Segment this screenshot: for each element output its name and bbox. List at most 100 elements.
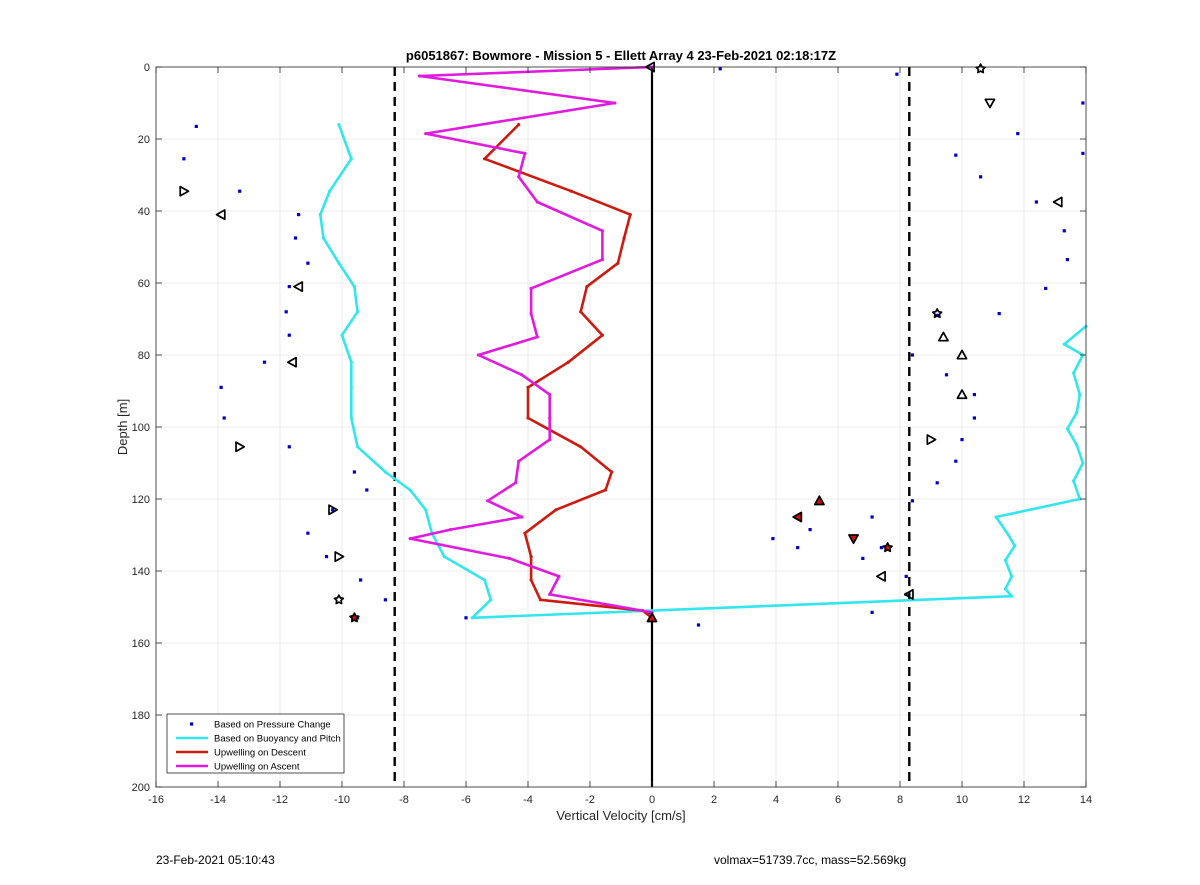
scatter-point	[1081, 151, 1085, 155]
scatter-point	[287, 333, 291, 337]
series-point	[616, 261, 620, 265]
scatter-point	[1062, 229, 1066, 233]
series-point	[483, 157, 487, 161]
x-tick-label: -6	[461, 794, 471, 806]
scatter-point	[182, 157, 186, 161]
series-point	[424, 132, 428, 136]
marker-triangle-right	[334, 551, 345, 563]
footer-timestamp: 23-Feb-2021 05:10:43	[156, 853, 275, 867]
y-tick-label: 0	[144, 62, 150, 74]
series-point	[994, 515, 998, 519]
x-tick-label: 2	[711, 794, 717, 806]
scatter-point	[718, 67, 722, 71]
scatter-point	[293, 236, 298, 240]
series-point	[1065, 427, 1069, 431]
series-point	[1010, 594, 1014, 598]
scatter-point	[696, 623, 701, 627]
scatter-point	[1044, 286, 1048, 290]
series-point	[526, 385, 530, 389]
series-point	[408, 488, 412, 492]
series-point	[1072, 371, 1076, 375]
series-point	[383, 470, 387, 474]
scatter-point	[331, 508, 335, 512]
series-2	[483, 123, 654, 620]
series-point	[337, 123, 341, 127]
series-point	[613, 101, 617, 105]
series-point	[600, 258, 605, 262]
reference-lines	[393, 67, 911, 787]
series-1	[318, 123, 1088, 620]
series-line	[318, 124, 1087, 620]
series-point	[566, 360, 570, 364]
series-point	[523, 151, 527, 155]
scatter-point	[222, 416, 226, 420]
scatter-point	[870, 515, 874, 519]
series-point	[603, 488, 608, 492]
series-point	[520, 515, 524, 519]
series-point	[442, 555, 446, 559]
series-point	[1078, 393, 1082, 397]
marker-triangle-left	[875, 570, 886, 582]
scatter-point	[287, 445, 291, 449]
scatter-point	[306, 261, 310, 265]
scatter-point	[262, 360, 267, 364]
x-tick-label: -4	[523, 794, 533, 806]
legend-entry-label: Based on Pressure Change	[214, 720, 331, 731]
y-tick-label: 180	[132, 710, 150, 722]
series-point	[355, 310, 360, 314]
series-point	[1010, 574, 1014, 579]
series-point	[1062, 342, 1066, 346]
scatter-point	[904, 574, 908, 578]
series-point	[622, 236, 626, 240]
series-point	[548, 438, 552, 442]
legend-entry-label: Upwelling on Descent	[214, 748, 306, 759]
series-point	[628, 213, 632, 217]
x-tick-label: 10	[956, 794, 968, 806]
series-point	[526, 416, 530, 420]
scatter-point	[297, 213, 301, 217]
x-tick-label: 6	[835, 794, 841, 806]
series-point	[483, 578, 487, 582]
scatter-point	[464, 616, 468, 620]
series-point	[349, 385, 353, 389]
series-3	[408, 65, 654, 615]
scatter-point	[359, 578, 363, 582]
scatter-point	[219, 385, 223, 389]
series-point	[349, 416, 353, 420]
marker-star	[931, 308, 943, 319]
scatter-point	[1034, 200, 1038, 204]
series-point	[1003, 587, 1008, 591]
scatter-point	[910, 353, 914, 357]
series-point	[600, 229, 605, 233]
scatter-point	[194, 124, 198, 128]
chart-title: p6051867: Bowmore - Mission 5 - Ellett A…	[406, 48, 836, 63]
x-tick-label: 12	[1018, 794, 1030, 806]
series-point	[1006, 533, 1011, 537]
series-point	[349, 360, 353, 364]
marker-star	[882, 542, 893, 553]
series-point	[424, 508, 428, 512]
scatter-point	[979, 175, 983, 179]
series-point	[554, 508, 558, 512]
scatter-point	[284, 310, 288, 314]
marker-star	[975, 63, 986, 74]
x-tick-label: 4	[773, 794, 779, 806]
y-tick-label: 60	[138, 278, 150, 290]
scatter-point	[808, 528, 812, 532]
x-tick-label: -2	[585, 794, 595, 806]
marker-triangle-left	[286, 356, 297, 368]
series-point	[557, 574, 561, 579]
scatter-point	[352, 470, 356, 474]
x-axis-ticks: -16 -14 -12 -10 -8 -6 -4 -2 0 2 4 6 8 10 12 14	[148, 67, 1092, 806]
y-tick-label: 20	[138, 134, 150, 146]
series-point	[529, 555, 533, 559]
scatter-point	[960, 438, 964, 442]
scatter-point	[1016, 132, 1020, 136]
scatter-point	[870, 610, 874, 614]
y-tick-label: 200	[132, 782, 150, 794]
series-point	[352, 285, 356, 289]
series-point	[408, 537, 412, 541]
series-point	[529, 312, 533, 316]
marker-triangle-up	[956, 349, 968, 360]
x-axis-label: Vertical Velocity [cm/s]	[556, 808, 685, 823]
